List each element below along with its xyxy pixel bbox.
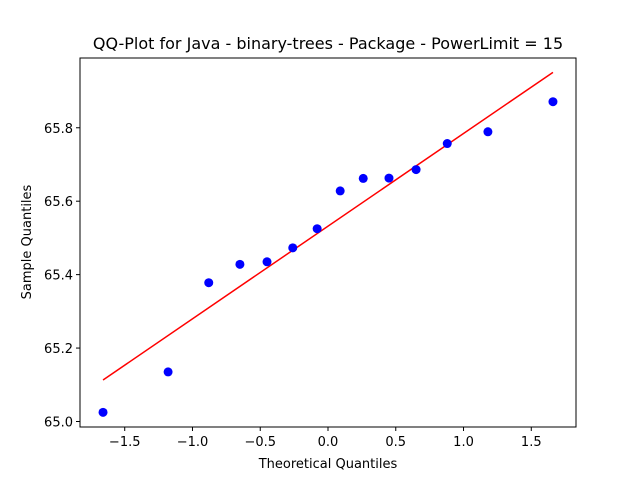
sample-point-3 bbox=[204, 278, 214, 288]
reference-line-layer bbox=[102, 71, 554, 381]
sample-point-7 bbox=[312, 224, 322, 234]
sample-point-6 bbox=[288, 243, 298, 253]
sample-point-12 bbox=[442, 139, 452, 149]
y-tick-label: 65.6 bbox=[44, 195, 73, 210]
y-axis-ticks: 65.0 65.2 65.4 65.6 65.8 bbox=[44, 122, 80, 430]
sample-point-14 bbox=[548, 97, 558, 107]
x-axis-ticks: −1.5 −1.0 −0.5 0.0 0.5 1.0 1.5 bbox=[109, 427, 542, 450]
x-tick-label: 1.0 bbox=[453, 435, 474, 450]
y-tick-label: 65.2 bbox=[44, 342, 73, 357]
sample-point-11 bbox=[411, 165, 421, 175]
x-tick-label: −1.5 bbox=[109, 435, 141, 450]
reference-line bbox=[102, 71, 554, 381]
sample-point-5 bbox=[262, 257, 272, 267]
x-tick-label: 0.5 bbox=[385, 435, 406, 450]
x-tick-label: −1.0 bbox=[177, 435, 209, 450]
sample-point-4 bbox=[235, 259, 245, 269]
sample-point-1 bbox=[98, 407, 108, 417]
sample-point-13 bbox=[483, 127, 493, 137]
x-tick-label: 1.5 bbox=[521, 435, 542, 450]
chart-title: QQ-Plot for Java - binary-trees - Packag… bbox=[93, 34, 563, 53]
y-axis-label: Sample Quantiles bbox=[20, 184, 35, 299]
y-tick-label: 65.8 bbox=[44, 122, 73, 137]
x-axis-label: Theoretical Quantiles bbox=[258, 457, 398, 472]
axes-frame bbox=[79, 57, 577, 428]
sample-point-8 bbox=[335, 186, 345, 196]
sample-point-9 bbox=[358, 173, 368, 183]
x-tick-label: −0.5 bbox=[244, 435, 276, 450]
sample-point-10 bbox=[384, 173, 394, 183]
y-tick-label: 65.4 bbox=[44, 269, 73, 284]
x-tick-label: 0.0 bbox=[318, 435, 339, 450]
y-tick-label: 65.0 bbox=[44, 415, 73, 430]
sample-point-2 bbox=[163, 367, 173, 377]
sample-points-layer bbox=[98, 97, 558, 417]
